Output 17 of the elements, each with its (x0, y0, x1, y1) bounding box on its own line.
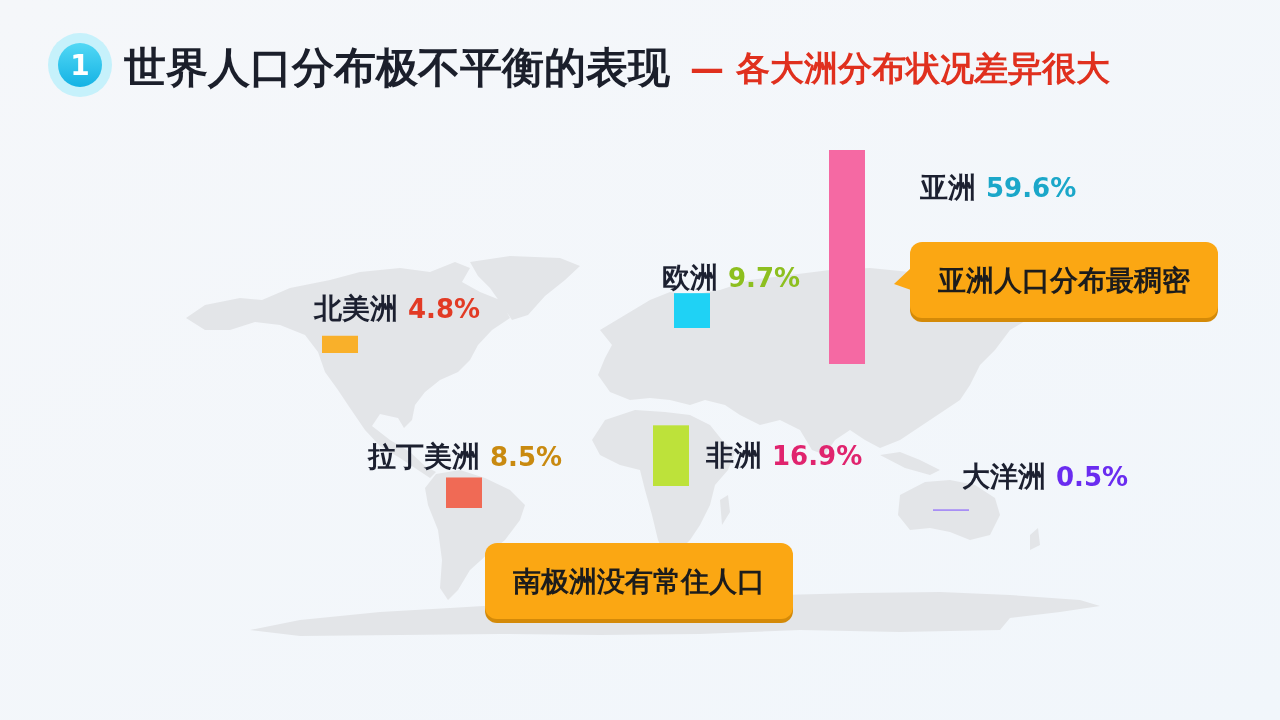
text: 南极洲没有常住人口 (512, 565, 765, 599)
data-label: 59.6% (986, 173, 1077, 203)
text: 世界人口分布极不平衡的表现 (123, 43, 671, 92)
category-label: 欧洲 (662, 261, 718, 294)
category-label: 北美洲 (313, 292, 398, 325)
category-label: 亚洲 (919, 171, 976, 204)
data-label: 16.9% (772, 441, 863, 471)
category-label: 大洋洲 (962, 460, 1046, 493)
text: 1 (70, 49, 90, 82)
category-label: 非洲 (705, 439, 762, 472)
data-label: 8.5% (490, 442, 563, 472)
category-label: 拉丁美洲 (367, 440, 480, 473)
data-label: 0.5% (1056, 462, 1129, 492)
text: 亚洲人口分布最稠密 (937, 264, 1191, 298)
data-label: 4.8% (408, 294, 481, 324)
data-label: 9.7% (728, 263, 801, 293)
text: — 各大洲分布状况差异很大 (690, 48, 1110, 88)
